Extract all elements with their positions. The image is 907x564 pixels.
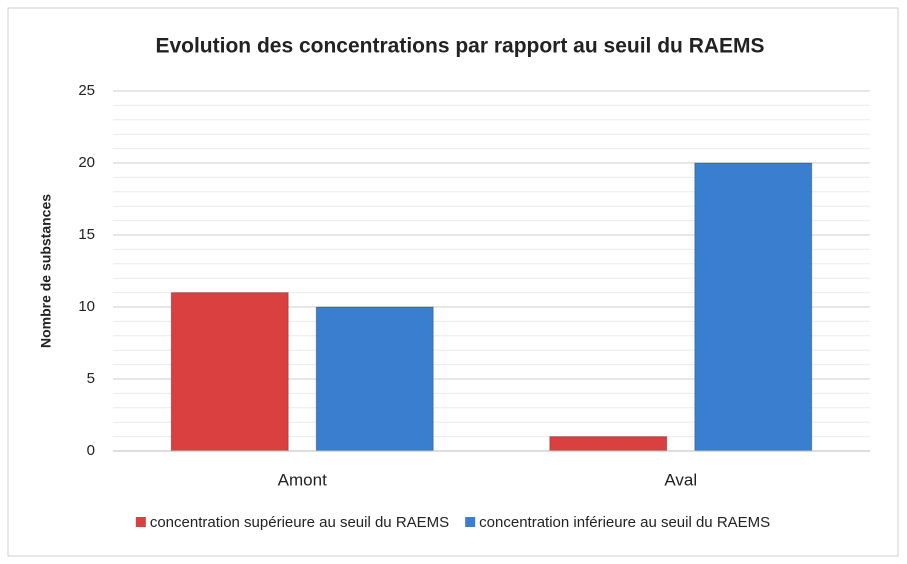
legend-swatch (135, 517, 146, 527)
y-tick-label: 10 (78, 298, 95, 315)
x-tick-label: Aval (664, 470, 697, 489)
bar (315, 306, 434, 452)
y-axis-title: Nombre de substances (38, 194, 54, 348)
y-tick-label: 20 (78, 154, 95, 171)
y-tick-label: 5 (87, 370, 95, 387)
chart-title: Evolution des concentrations par rapport… (155, 35, 764, 58)
bar (694, 162, 813, 452)
legend-label: concentration supérieure au seuil du RAE… (150, 514, 449, 531)
y-tick-label: 25 (78, 82, 95, 99)
y-tick-label: 15 (78, 226, 95, 243)
bar (170, 292, 289, 452)
x-tick-label: Amont (278, 470, 327, 489)
legend-swatch (465, 517, 476, 527)
legend-label: concentration inférieure au seuil du RAE… (479, 514, 770, 531)
y-tick-label: 0 (87, 442, 95, 459)
bar (549, 436, 668, 452)
